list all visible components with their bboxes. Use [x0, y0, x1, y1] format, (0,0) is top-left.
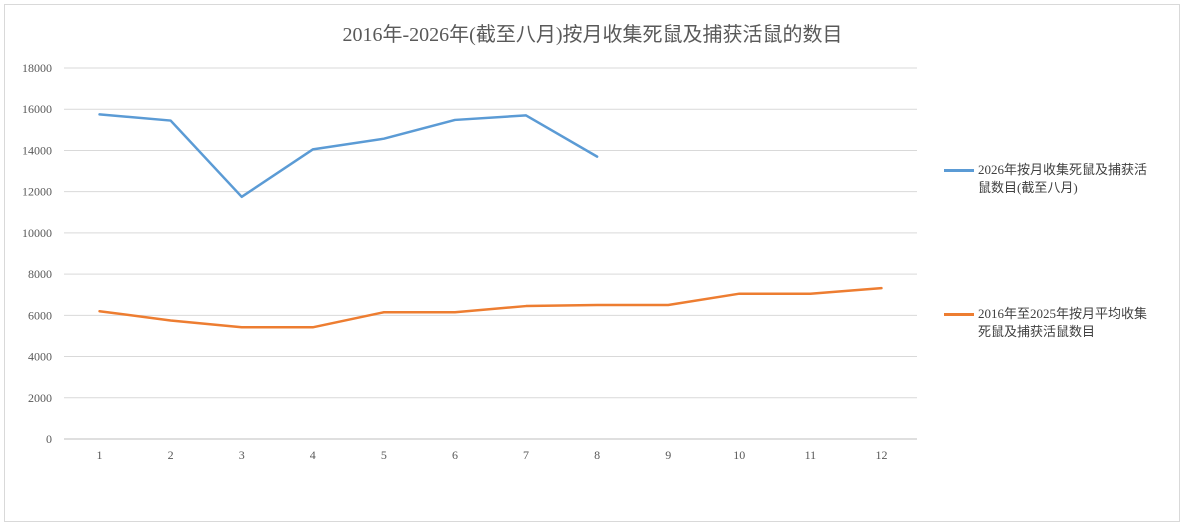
x-tick-label: 9	[665, 448, 671, 462]
x-tick-label: 12	[875, 448, 887, 462]
x-tick-label: 1	[97, 448, 103, 462]
y-tick-label: 14000	[22, 143, 52, 157]
x-tick-label: 6	[452, 448, 458, 462]
x-tick-label: 4	[310, 448, 316, 462]
legend-label-series-1: 2026年按月收集死鼠及捕获活鼠数目(截至八月)	[978, 162, 1148, 195]
x-tick-label: 7	[523, 448, 529, 462]
legend-swatch-series-1	[944, 169, 974, 172]
x-tick-label: 8	[594, 448, 600, 462]
legend-item-series-1: 2026年按月收集死鼠及捕获活鼠数目(截至八月)	[944, 161, 1148, 197]
y-tick-label: 2000	[28, 391, 52, 405]
y-tick-label: 18000	[22, 61, 52, 75]
x-tick-label: 5	[381, 448, 387, 462]
series-line-2	[98, 286, 883, 329]
chart-title: 2016年-2026年(截至八月)按月收集死鼠及捕获活鼠的数目	[342, 24, 843, 46]
x-tick-label: 2	[168, 448, 174, 462]
legend-label-series-2: 2016年至2025年按月平均收集死鼠及捕获活鼠数目	[978, 306, 1148, 339]
y-tick-label: 10000	[22, 226, 52, 240]
legend-swatch-series-2	[944, 313, 974, 316]
y-tick-label: 12000	[22, 185, 52, 199]
x-tick-label: 3	[239, 448, 245, 462]
y-tick-label: 4000	[28, 350, 52, 364]
chart-frame	[4, 4, 1180, 522]
legend-item-series-2: 2016年至2025年按月平均收集死鼠及捕获活鼠数目	[944, 305, 1148, 341]
y-tick-label: 6000	[28, 308, 52, 322]
y-tick-label: 0	[46, 432, 52, 446]
y-tick-label: 8000	[28, 267, 52, 281]
y-tick-label: 16000	[22, 102, 52, 116]
x-tick-label: 10	[733, 448, 745, 462]
x-tick-label: 11	[805, 448, 817, 462]
series-line-1	[98, 113, 599, 199]
